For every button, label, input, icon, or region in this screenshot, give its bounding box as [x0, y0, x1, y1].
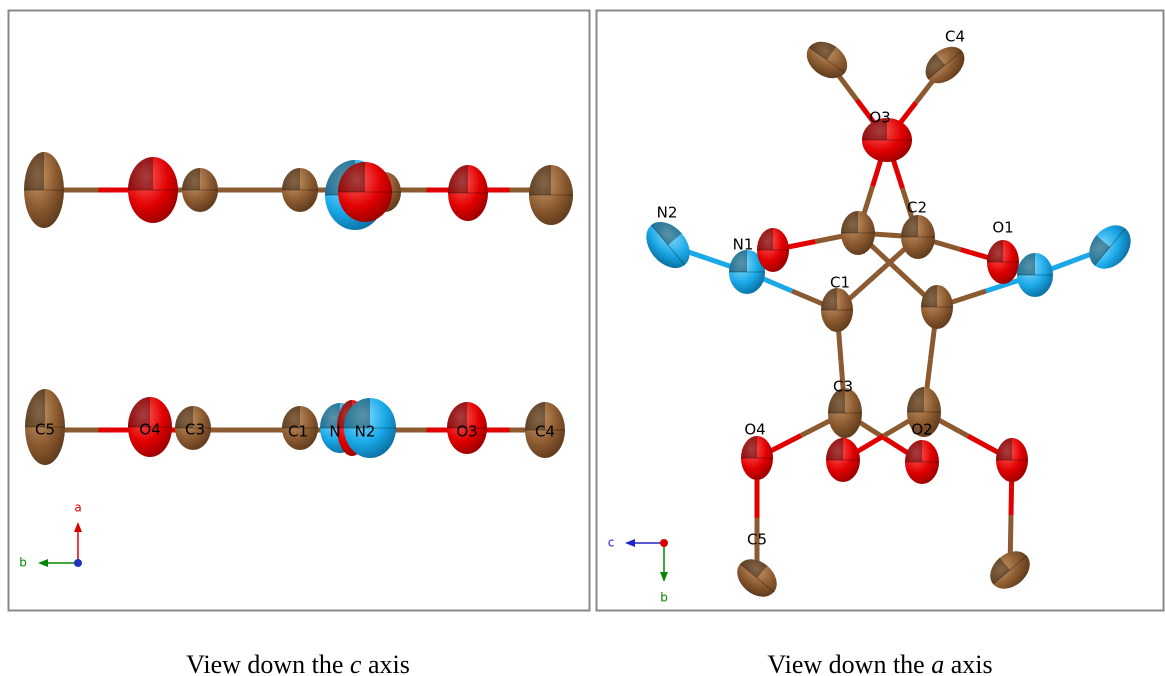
atom-octant — [1017, 253, 1035, 275]
atom-octant — [24, 152, 44, 190]
caption-text: axis — [944, 650, 992, 676]
axis-arrowhead — [38, 559, 48, 567]
axis-label: b — [19, 556, 27, 570]
axis-origin — [74, 559, 82, 567]
atom-octant — [282, 168, 300, 190]
caption: View down the a axis — [767, 650, 992, 676]
caption-axis: a — [931, 650, 944, 676]
atom-octant — [921, 285, 937, 307]
atom-label: O3 — [456, 423, 477, 441]
atom-label: O4 — [744, 421, 765, 439]
atom-label: C2 — [907, 199, 927, 217]
atom-label: C3 — [185, 421, 205, 439]
atom-octant — [826, 438, 843, 460]
atom-label: N — [329, 423, 340, 441]
caption: View down the c axis — [186, 650, 410, 676]
atom-label: C1 — [288, 423, 308, 441]
atom-label: O4 — [139, 421, 160, 439]
axis-origin — [660, 539, 668, 547]
atom-octant — [907, 387, 924, 412]
axis-label: a — [74, 501, 81, 515]
atom-label: N1 — [733, 236, 754, 254]
atom-octant — [901, 215, 918, 237]
axis-label: b — [660, 591, 668, 605]
atom-octant — [128, 157, 153, 190]
atom-label: C5 — [35, 421, 55, 439]
atom-label: C4 — [535, 423, 555, 441]
atom-label: C5 — [747, 531, 767, 549]
panel-frame — [597, 11, 1164, 611]
axis-arrowhead — [74, 522, 82, 532]
axis-label: c — [608, 536, 615, 550]
atom-label: C4 — [945, 28, 965, 46]
atom-octant — [448, 165, 468, 193]
atom-label: N2 — [355, 423, 376, 441]
atom-octant — [529, 165, 551, 195]
atom-label: C1 — [830, 274, 850, 292]
atom-octant — [987, 240, 1003, 262]
atom-octant — [905, 440, 922, 462]
atom-label: O1 — [992, 219, 1013, 237]
figure: View down the c axis View down the a axi… — [0, 0, 1165, 676]
axis-arrowhead — [660, 572, 668, 582]
atom-octant — [757, 228, 773, 250]
axis-arrowhead — [625, 539, 635, 547]
atom-label: O3 — [869, 109, 890, 127]
caption-text: axis — [361, 650, 409, 676]
atom-label: O2 — [911, 421, 932, 439]
atom-octant — [741, 436, 757, 458]
atom-label: C3 — [833, 378, 853, 396]
atom-octant — [182, 168, 200, 190]
caption-text: View down the — [767, 650, 931, 676]
panel-frame — [9, 11, 590, 611]
atom-label: N2 — [657, 204, 678, 222]
caption-text: View down the — [186, 650, 350, 676]
caption-axis: c — [350, 650, 362, 676]
atom-octant — [841, 211, 858, 233]
atom-octant — [996, 438, 1012, 460]
